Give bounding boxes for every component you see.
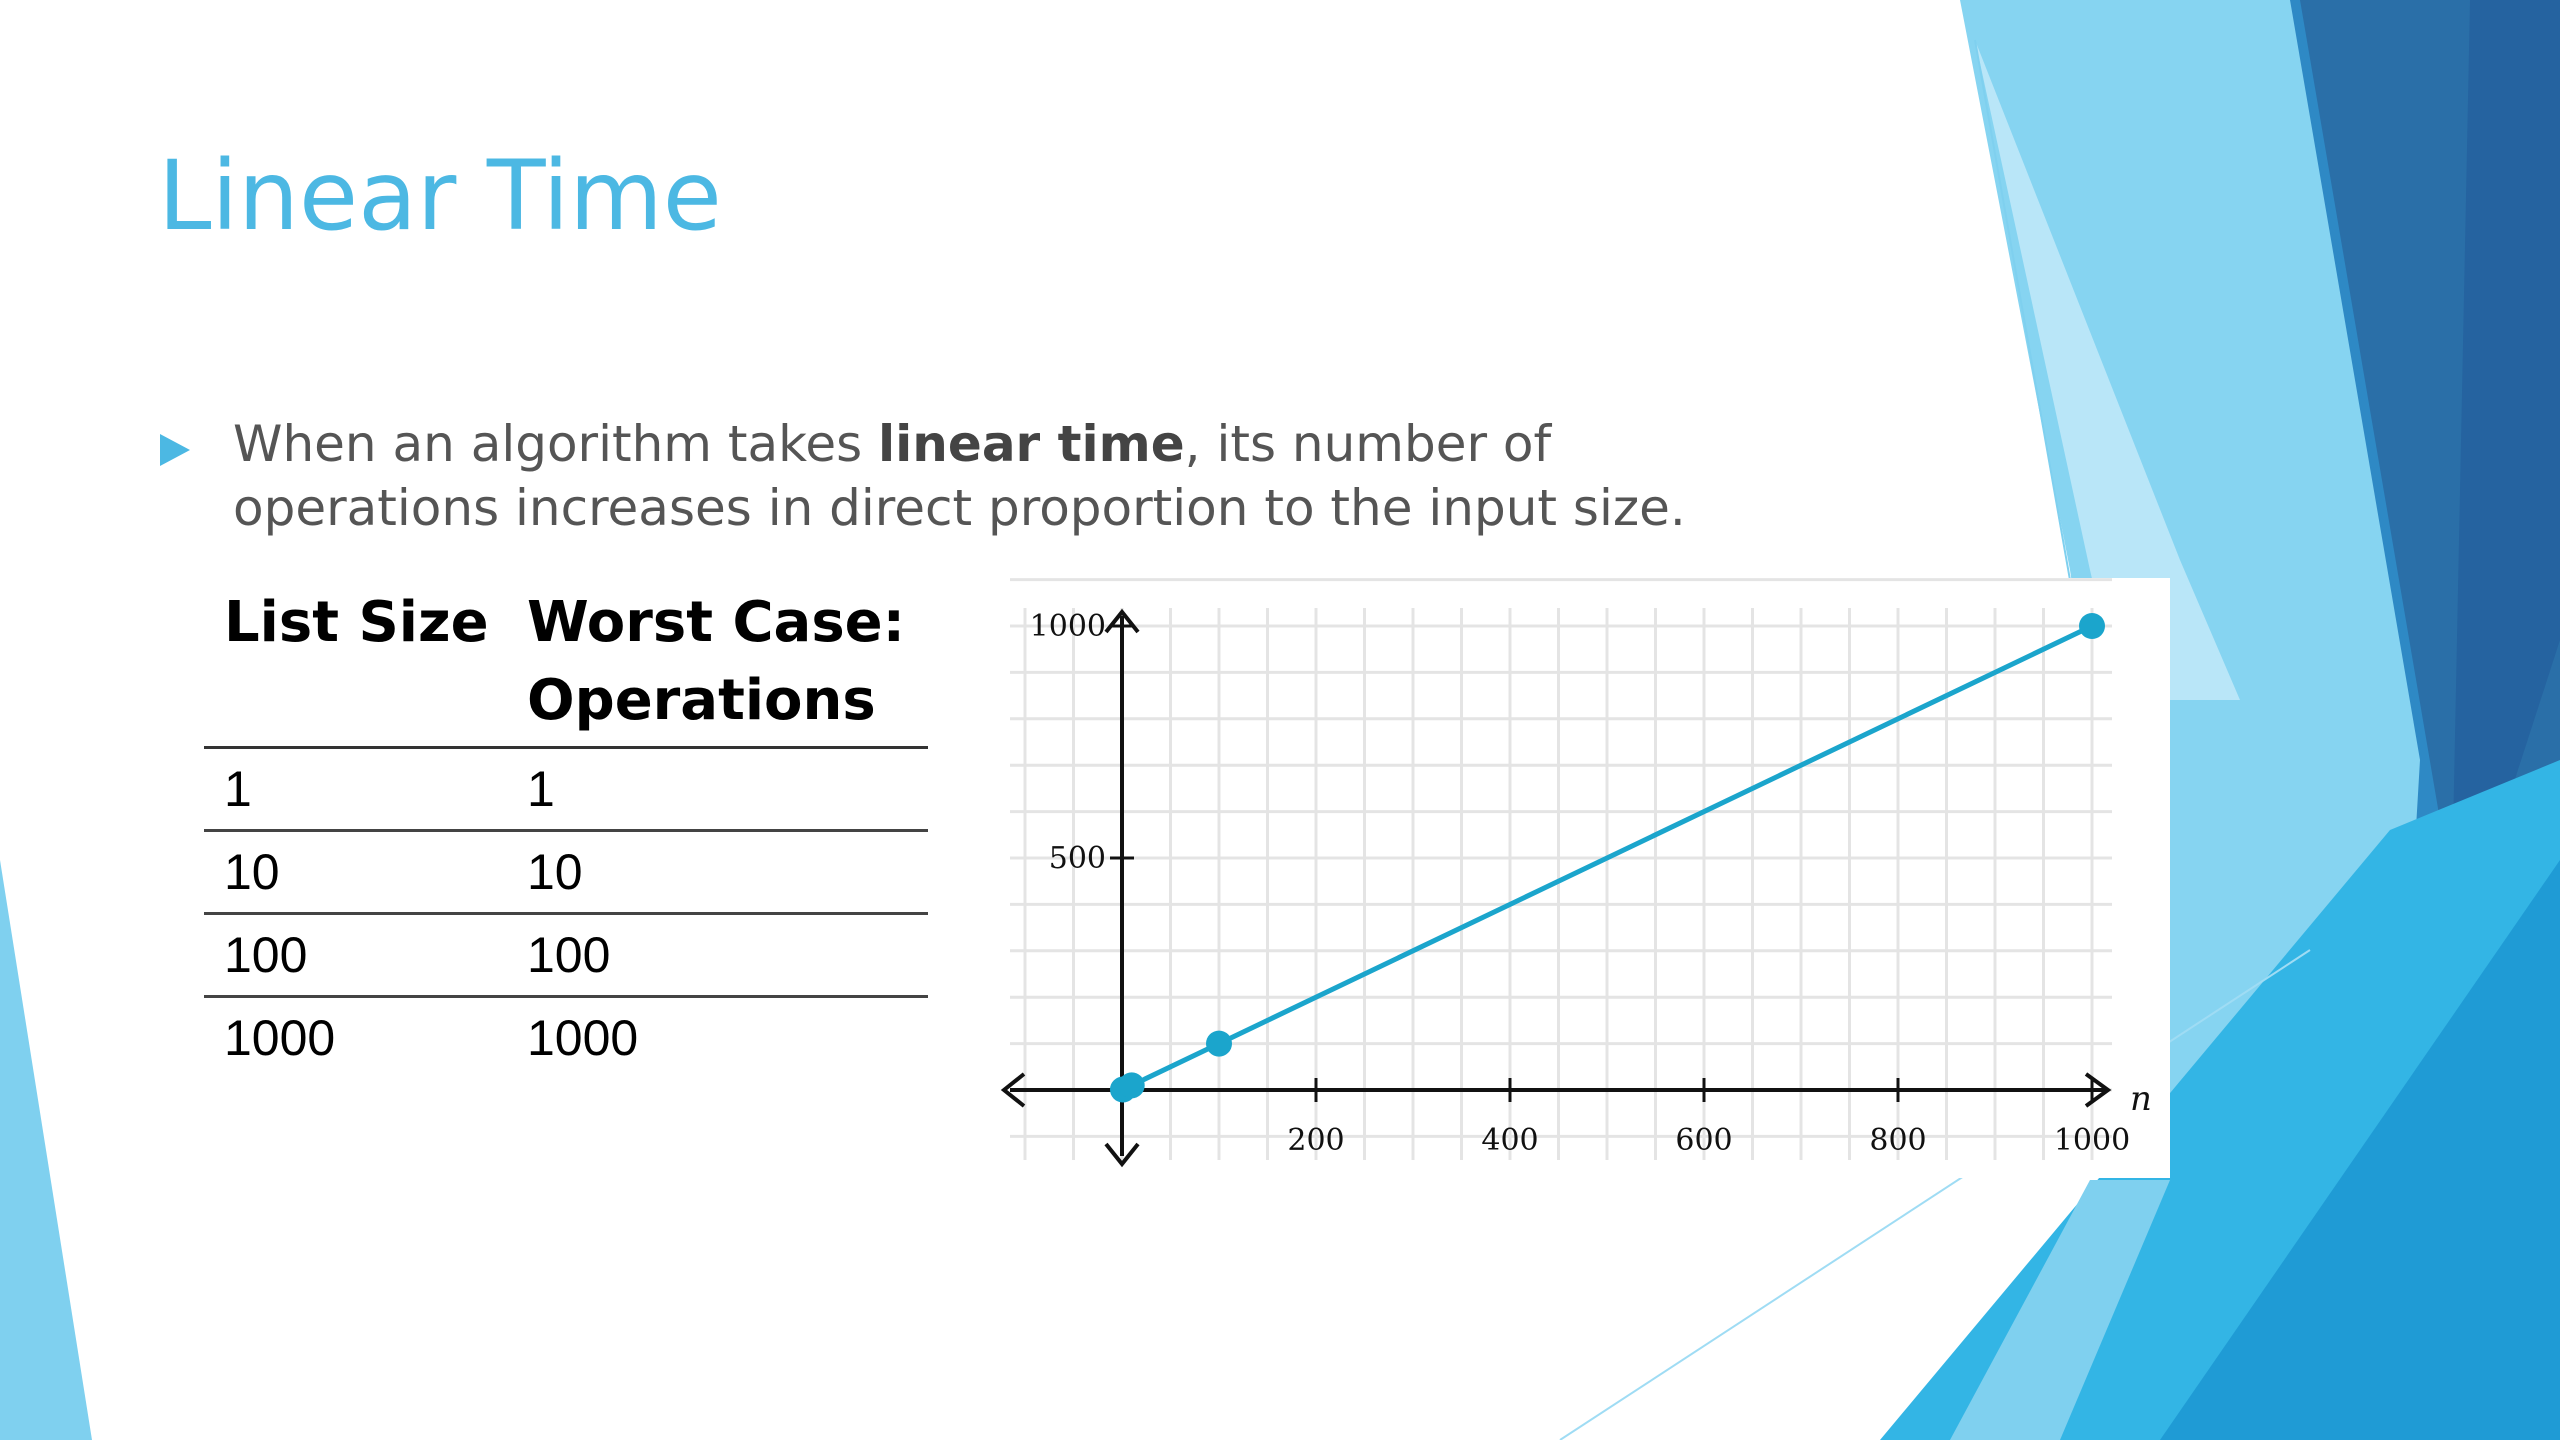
bullet-text: When an algorithm takes linear time, its… — [233, 412, 1810, 540]
bullet-point: When an algorithm takes linear time, its… — [160, 412, 1810, 540]
linear-time-chart: 200 400 600 800 1000 500 1000 n — [990, 578, 2170, 1178]
data-point — [2079, 613, 2105, 639]
x-tick-label: 600 — [1675, 1123, 1732, 1158]
x-axis-label: n — [2130, 1079, 2152, 1119]
thin-line-1 — [1974, 39, 2071, 581]
cell-list-size: 1 — [204, 747, 507, 832]
x-tick-label: 800 — [1869, 1123, 1926, 1158]
bullet-text-end: , its number of operations increases in … — [233, 415, 1686, 537]
cell-operations: 10 — [507, 830, 928, 915]
bullet-arrow-icon — [160, 434, 190, 466]
data-point — [1118, 1072, 1145, 1099]
operations-table: List Size Worst Case: Operations 1 1 10 … — [204, 584, 928, 1078]
y-axis-down-arrow — [1104, 1142, 1140, 1168]
x-tick-label: 1000 — [2054, 1123, 2130, 1158]
slide-title: Linear Time — [158, 140, 722, 252]
bullet-text-start: When an algorithm takes — [233, 415, 879, 473]
x-tick-label: 200 — [1287, 1123, 1344, 1158]
table-header-row: List Size Worst Case: Operations — [204, 584, 928, 749]
cell-list-size: 1000 — [224, 1010, 336, 1066]
cell-list-size: 10 — [204, 830, 507, 915]
y-tick-label: 500 — [1049, 841, 1106, 876]
table-row: 1000 1000 — [204, 997, 928, 1079]
table-row: 10 10 — [204, 830, 928, 915]
bottom-light-sliver — [1950, 1180, 2170, 1440]
thin-line-2 — [1559, 949, 2311, 1440]
y-tick-label: 1000 — [1030, 609, 1106, 644]
data-point — [1206, 1030, 1232, 1057]
right-dark-strip — [2450, 0, 2560, 980]
bottom-deep-panel — [2160, 860, 2560, 1440]
left-edge-shape — [0, 860, 92, 1440]
table-row: 1 1 — [204, 747, 928, 832]
header-worst-case: Worst Case: Operations — [507, 584, 928, 749]
cell-operations: 1 — [507, 747, 928, 832]
cell-list-size: 100 — [204, 913, 507, 998]
table-row: 100 100 — [204, 913, 928, 998]
right-pale-panel — [1975, 40, 2240, 700]
header-list-size: List Size — [204, 584, 507, 749]
x-tick-label: 400 — [1481, 1123, 1538, 1158]
cell-operations: 1000 — [527, 1010, 639, 1066]
x-axis-left-arrow — [1000, 1072, 1026, 1108]
bullet-text-bold: linear time — [878, 415, 1185, 473]
cell-operations: 100 — [507, 913, 928, 998]
